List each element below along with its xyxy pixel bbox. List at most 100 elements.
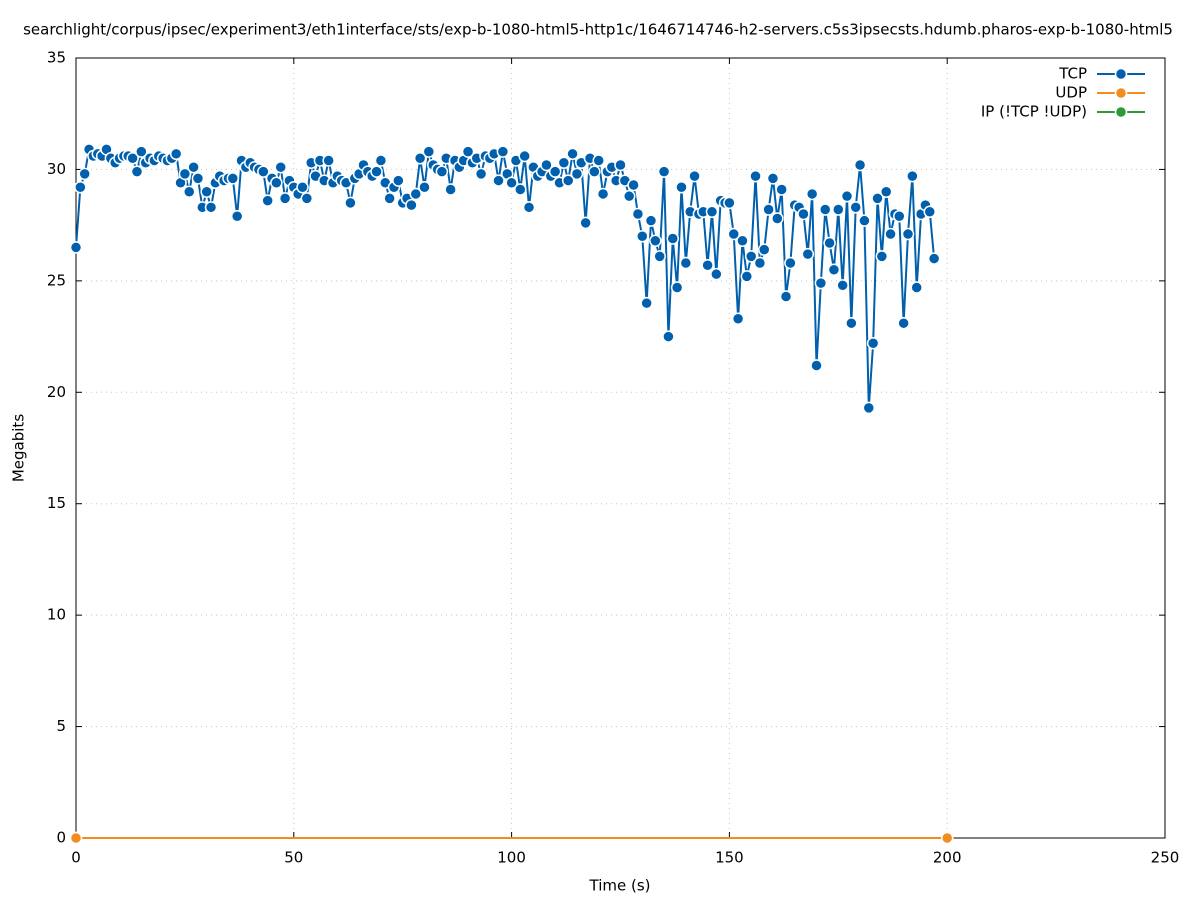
y-tick-label: 10 (47, 606, 66, 624)
data-point (636, 230, 649, 243)
data-point (753, 256, 767, 270)
data-point (579, 216, 592, 230)
data-point (505, 176, 518, 190)
data-point (370, 165, 383, 178)
data-point (779, 290, 793, 303)
data-point (261, 194, 274, 207)
data-point (640, 296, 653, 310)
data-point (570, 167, 584, 181)
data-point (169, 147, 183, 161)
data-point (566, 147, 579, 161)
data-point (392, 174, 405, 187)
data-point (514, 183, 527, 196)
data-point (797, 207, 810, 221)
data-point (631, 207, 645, 221)
y-tick-label: 35 (47, 49, 66, 67)
data-point (178, 167, 192, 181)
y-tick-label: 25 (47, 271, 66, 289)
data-point (418, 181, 431, 194)
y-tick-label: 30 (47, 160, 66, 178)
y-tick-label: 15 (47, 494, 66, 512)
data-point (740, 270, 754, 283)
data-point (701, 259, 714, 272)
data-point (823, 236, 836, 250)
data-point (906, 169, 919, 183)
data-point (927, 252, 941, 265)
data-point (840, 189, 854, 203)
data-point (866, 337, 880, 350)
data-point (858, 214, 871, 227)
data-point (879, 185, 893, 198)
data-point (344, 196, 357, 210)
legend-swatch-point (1114, 86, 1128, 100)
data-point (183, 185, 196, 198)
x-tick-label: 50 (284, 849, 303, 867)
data-point (897, 316, 910, 330)
data-point (705, 205, 719, 219)
x-axis-label: Time (s) (589, 877, 651, 895)
data-point (130, 165, 144, 178)
data-point (771, 212, 784, 225)
data-point (270, 176, 283, 190)
data-point (296, 181, 309, 194)
legend-label: TCP (1058, 65, 1087, 83)
data-point (69, 241, 83, 254)
data-point (374, 154, 388, 167)
legend-swatch-point (1114, 105, 1128, 119)
data-point (901, 227, 915, 241)
data-point (814, 276, 828, 290)
data-point (727, 227, 741, 241)
data-point (496, 145, 510, 158)
data-point (893, 209, 906, 223)
data-point (627, 178, 640, 192)
data-point (548, 165, 562, 178)
data-point (557, 156, 571, 169)
data-point (670, 281, 684, 294)
x-tick-label: 200 (933, 849, 962, 867)
data-point (818, 203, 832, 216)
y-tick-label: 20 (47, 383, 66, 401)
chart-title: searchlight/corpus/ipsec/experiment3/eth… (23, 21, 1173, 39)
data-point (775, 183, 788, 196)
data-point (69, 831, 83, 845)
data-point (187, 160, 200, 174)
data-point (744, 250, 758, 263)
data-point (784, 256, 797, 270)
data-point (688, 169, 701, 183)
data-point (444, 183, 457, 196)
data-point (492, 174, 505, 187)
data-point (766, 172, 780, 185)
data-point (871, 192, 884, 205)
data-point (810, 359, 823, 372)
data-point (923, 205, 937, 219)
data-point (204, 201, 218, 214)
data-point (749, 169, 762, 183)
data-point (644, 214, 658, 227)
data-point (853, 158, 867, 172)
plot-frame (75, 57, 1166, 839)
data-point (649, 234, 662, 247)
data-point (561, 174, 575, 187)
data-point (300, 192, 314, 205)
data-point (422, 145, 436, 158)
data-point (74, 181, 87, 194)
y-tick-label: 0 (56, 829, 66, 847)
data-point (832, 203, 845, 216)
data-point (409, 187, 423, 201)
data-point (322, 154, 335, 167)
data-point (518, 149, 531, 163)
data-point (191, 172, 205, 185)
plot-area (69, 143, 954, 845)
data-point (736, 234, 749, 247)
x-tick-label: 0 (71, 849, 81, 867)
data-point (662, 330, 675, 343)
data-point (435, 165, 449, 178)
data-point (474, 167, 488, 181)
data-point (257, 165, 270, 178)
legend-label: UDP (1055, 84, 1087, 102)
data-point (278, 192, 292, 205)
data-point (862, 401, 876, 415)
data-point (135, 145, 148, 158)
